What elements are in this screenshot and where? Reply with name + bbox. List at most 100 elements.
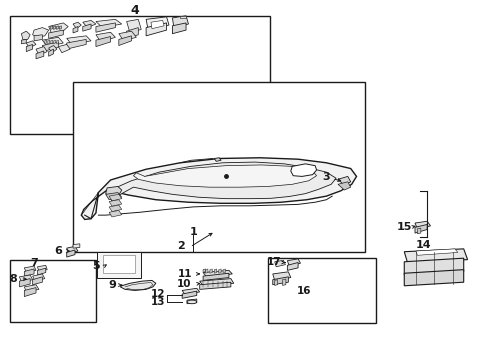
Polygon shape (56, 40, 58, 44)
Polygon shape (21, 31, 30, 40)
Polygon shape (26, 41, 36, 48)
Bar (10, 260, 96, 322)
Polygon shape (415, 249, 457, 255)
Polygon shape (404, 258, 463, 275)
Polygon shape (81, 158, 356, 220)
Polygon shape (146, 17, 169, 30)
Text: 12: 12 (150, 289, 165, 299)
Polygon shape (337, 176, 350, 185)
Polygon shape (42, 37, 63, 46)
Polygon shape (417, 228, 420, 234)
Polygon shape (414, 225, 427, 233)
Text: 11: 11 (178, 269, 192, 279)
Polygon shape (33, 274, 45, 281)
Polygon shape (51, 40, 53, 44)
Polygon shape (73, 27, 78, 33)
Polygon shape (120, 280, 156, 291)
Polygon shape (24, 285, 39, 292)
Text: 16: 16 (296, 286, 310, 296)
Text: 2: 2 (177, 241, 184, 251)
Polygon shape (20, 275, 33, 282)
Polygon shape (49, 49, 54, 56)
Polygon shape (34, 35, 42, 41)
Polygon shape (151, 21, 164, 29)
Polygon shape (182, 291, 196, 298)
Polygon shape (209, 269, 212, 273)
Polygon shape (54, 40, 55, 44)
Polygon shape (54, 26, 55, 30)
Text: 5: 5 (92, 261, 100, 271)
Text: 15: 15 (396, 222, 411, 232)
Polygon shape (66, 40, 86, 49)
Polygon shape (404, 249, 467, 263)
Text: 8: 8 (9, 274, 17, 284)
Text: 1: 1 (189, 227, 197, 237)
Polygon shape (66, 246, 78, 253)
Ellipse shape (186, 300, 196, 304)
Polygon shape (199, 282, 230, 289)
Polygon shape (337, 182, 350, 190)
Polygon shape (36, 46, 47, 55)
Text: 10: 10 (177, 279, 191, 289)
Polygon shape (282, 279, 285, 285)
Polygon shape (59, 26, 61, 30)
Polygon shape (172, 16, 188, 28)
Polygon shape (186, 299, 196, 304)
Polygon shape (24, 269, 34, 276)
Polygon shape (414, 221, 430, 229)
Polygon shape (24, 288, 36, 297)
Polygon shape (182, 288, 199, 295)
Polygon shape (203, 270, 232, 277)
Polygon shape (96, 37, 110, 46)
Text: 6: 6 (54, 246, 62, 256)
Polygon shape (96, 32, 115, 42)
Text: 14: 14 (415, 240, 431, 250)
Polygon shape (82, 24, 91, 31)
Polygon shape (272, 272, 290, 280)
Text: 17: 17 (266, 257, 281, 267)
Text: 9: 9 (108, 280, 116, 290)
Polygon shape (49, 30, 63, 39)
Bar (103, 255, 135, 273)
Polygon shape (96, 23, 115, 32)
Text: 7: 7 (30, 258, 38, 268)
Polygon shape (274, 280, 277, 285)
Polygon shape (287, 259, 300, 266)
Polygon shape (21, 40, 26, 44)
Polygon shape (203, 273, 228, 280)
Polygon shape (42, 42, 58, 51)
Polygon shape (66, 36, 91, 44)
Polygon shape (203, 269, 205, 273)
Polygon shape (20, 279, 30, 287)
Polygon shape (109, 200, 122, 206)
Polygon shape (223, 269, 225, 273)
Polygon shape (126, 19, 141, 33)
Polygon shape (48, 40, 50, 44)
Polygon shape (205, 269, 207, 273)
Polygon shape (290, 164, 316, 176)
Polygon shape (109, 211, 122, 217)
Polygon shape (146, 23, 166, 36)
Polygon shape (66, 250, 75, 257)
Polygon shape (58, 44, 70, 53)
Polygon shape (73, 244, 80, 248)
Text: 13: 13 (150, 297, 165, 307)
Polygon shape (287, 262, 298, 270)
Polygon shape (33, 28, 49, 37)
Polygon shape (82, 21, 96, 28)
Polygon shape (109, 194, 122, 201)
Polygon shape (180, 16, 185, 18)
Bar (10, 16, 270, 134)
Polygon shape (38, 268, 46, 275)
Polygon shape (214, 269, 216, 273)
Polygon shape (172, 23, 185, 34)
Polygon shape (218, 269, 221, 273)
Text: 4: 4 (130, 4, 139, 17)
Polygon shape (56, 26, 58, 30)
Polygon shape (36, 51, 44, 59)
Bar (97, 252, 141, 278)
Polygon shape (96, 19, 122, 28)
Polygon shape (38, 265, 47, 271)
Bar (73, 82, 365, 252)
Bar (267, 258, 375, 323)
